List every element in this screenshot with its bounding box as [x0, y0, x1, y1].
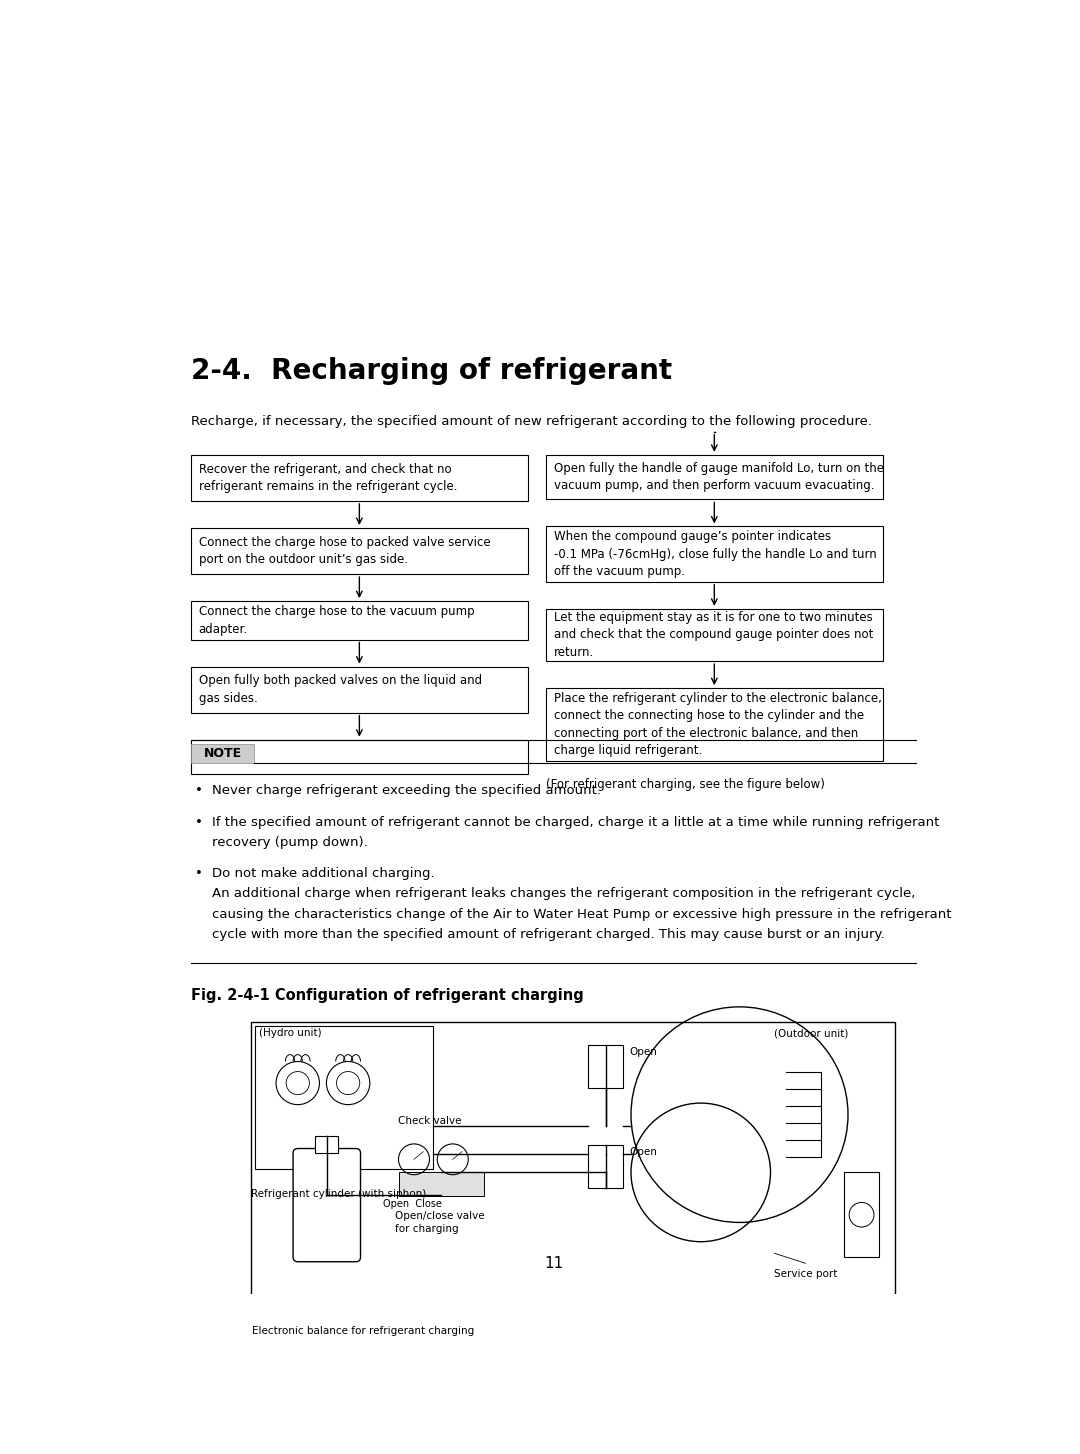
Text: Let the equipment stay as it is for one to two minutes
and check that the compou: Let the equipment stay as it is for one … [554, 611, 873, 659]
Text: Electronic balance for refrigerant charging: Electronic balance for refrigerant charg… [253, 1326, 475, 1336]
Text: recovery (pump down).: recovery (pump down). [213, 836, 368, 849]
Bar [191, 455, 528, 502]
Text: Open  Close: Open Close [383, 1198, 442, 1208]
Text: Service port: Service port [773, 1269, 837, 1278]
Text: Open/close valve
for charging: Open/close valve for charging [394, 1211, 484, 1234]
Bar [545, 609, 882, 662]
Bar [399, 1172, 484, 1195]
Bar [255, 1027, 433, 1169]
Text: Refrigerant cylinder (with siphon): Refrigerant cylinder (with siphon) [252, 1188, 427, 1198]
Text: When the compound gauge’s pointer indicates
-0.1 MPa (-76cmHg), close fully the : When the compound gauge’s pointer indica… [554, 531, 876, 579]
Bar [191, 743, 255, 763]
Text: 11: 11 [544, 1256, 563, 1271]
Text: •: • [194, 868, 203, 881]
Text: NOTE: NOTE [203, 747, 242, 759]
Bar [255, 1297, 472, 1319]
Bar [191, 601, 528, 640]
Text: Open fully both packed valves on the liquid and
gas sides.: Open fully both packed valves on the liq… [199, 675, 482, 705]
FancyBboxPatch shape [293, 1149, 361, 1262]
Text: causing the characteristics change of the Air to Water Heat Pump or excessive hi: causing the characteristics change of th… [213, 907, 951, 920]
Text: Do not make additional charging.: Do not make additional charging. [213, 868, 435, 881]
Bar [545, 455, 882, 499]
Text: An additional charge when refrigerant leaks changes the refrigerant composition : An additional charge when refrigerant le… [213, 887, 916, 900]
Text: •: • [194, 816, 203, 829]
Bar [545, 526, 882, 582]
Bar [589, 1146, 623, 1188]
Text: (Hydro unit): (Hydro unit) [259, 1028, 322, 1038]
Text: Connect the charge hose to packed valve service
port on the outdoor unit’s gas s: Connect the charge hose to packed valve … [199, 535, 490, 566]
Text: Connect the charge hose to the vacuum pump
adapter.: Connect the charge hose to the vacuum pu… [199, 605, 474, 635]
Bar [589, 1045, 623, 1088]
Bar [545, 688, 882, 762]
Text: Open: Open [630, 1047, 658, 1057]
Text: Recover the refrigerant, and check that no
refrigerant remains in the refrigeran: Recover the refrigerant, and check that … [199, 462, 457, 493]
Text: 2-4.  Recharging of refrigerant: 2-4. Recharging of refrigerant [191, 358, 672, 385]
Text: Open: Open [630, 1147, 658, 1157]
Text: Check valve: Check valve [397, 1117, 461, 1127]
Text: •: • [194, 784, 203, 797]
Text: Fig. 2-4-1 Configuration of refrigerant charging: Fig. 2-4-1 Configuration of refrigerant … [191, 987, 583, 1003]
Text: Never charge refrigerant exceeding the specified amount.: Never charge refrigerant exceeding the s… [213, 784, 602, 797]
Bar [191, 528, 528, 574]
Text: If the specified amount of refrigerant cannot be charged, charge it a little at : If the specified amount of refrigerant c… [213, 816, 940, 829]
Bar [191, 666, 528, 712]
Text: Place the refrigerant cylinder to the electronic balance,
connect the connecting: Place the refrigerant cylinder to the el… [554, 692, 881, 758]
Text: cycle with more than the specified amount of refrigerant charged. This may cause: cycle with more than the specified amoun… [213, 928, 886, 941]
Text: Recharge, if necessary, the specified amount of new refrigerant according to the: Recharge, if necessary, the specified am… [191, 414, 872, 427]
Text: Open fully the handle of gauge manifold Lo, turn on the
vacuum pump, and then pe: Open fully the handle of gauge manifold … [554, 462, 883, 493]
Text: (Outdoor unit): (Outdoor unit) [774, 1028, 849, 1038]
Bar [315, 1136, 338, 1153]
Bar [845, 1172, 879, 1258]
Text: (For refrigerant charging, see the figure below): (For refrigerant charging, see the figur… [545, 778, 825, 791]
Bar [191, 740, 528, 775]
Bar [252, 1022, 894, 1296]
